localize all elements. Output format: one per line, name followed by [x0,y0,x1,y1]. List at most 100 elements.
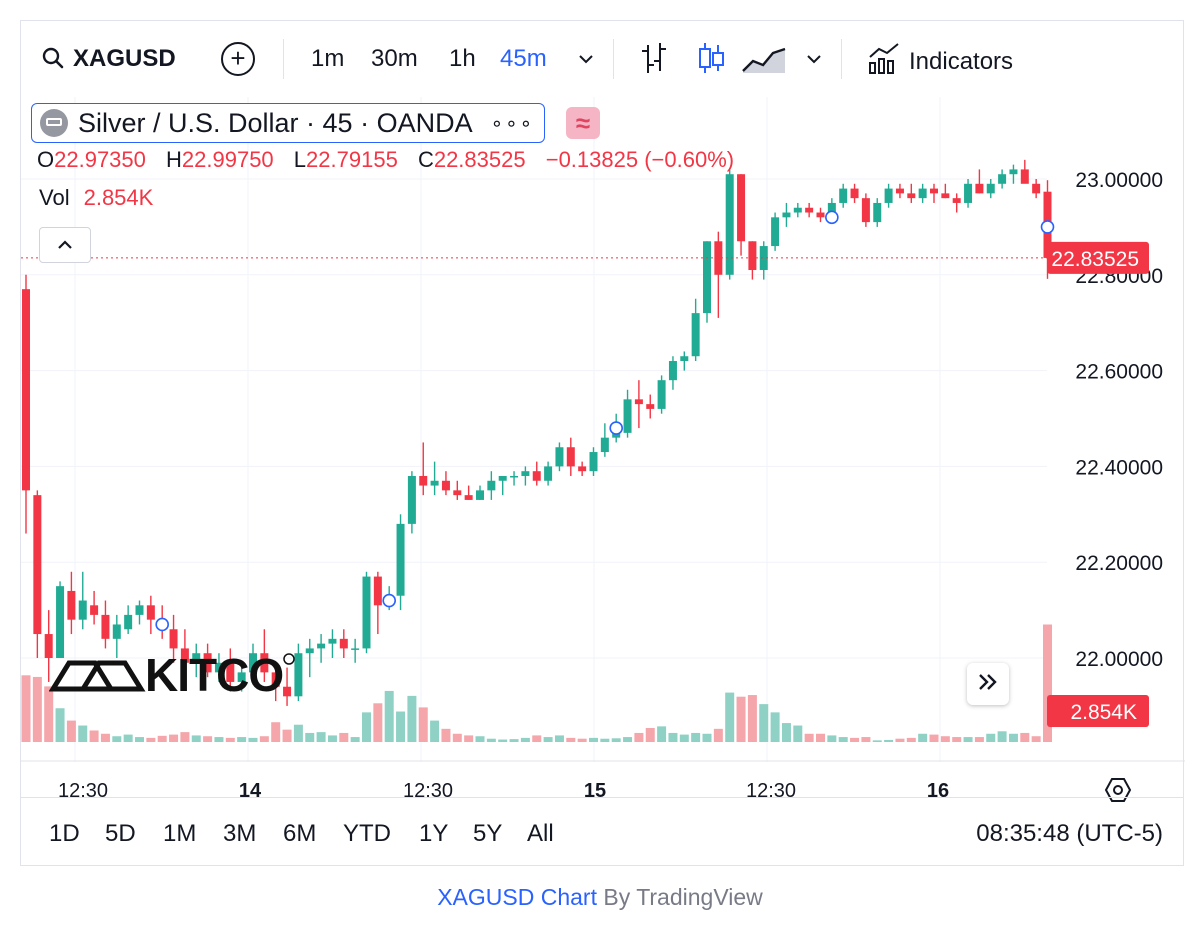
price-chart: 23.0000022.8000022.6000022.4000022.20000… [21,97,1185,802]
candle-body [317,643,326,649]
volume-bar [498,739,508,742]
volume-bar [350,737,360,742]
range-6m[interactable]: 6M [283,820,317,847]
event-marker [155,617,169,632]
interval-dropdown[interactable] [577,41,595,77]
credit-symbol-link[interactable]: XAGUSD Chart [437,884,597,910]
volume-bar [66,720,76,742]
chart-widget: XAGUSD + 1m 30m 1h 45m Indicators [20,20,1185,866]
indicators-button[interactable]: Indicators [867,41,1013,77]
volume-bar [952,737,962,742]
volume-bar [929,734,939,742]
toolbar-divider [841,39,842,79]
volume-bar [237,737,247,742]
range-5y[interactable]: 5Y [473,820,503,847]
collapse-legend-button[interactable] [39,227,91,263]
volume-bar [407,695,417,742]
volume-bar [736,696,746,742]
scroll-to-realtime-button[interactable] [967,663,1009,705]
candle-body [419,475,428,486]
interval-1h[interactable]: 1h [449,45,476,72]
volume-bar [611,738,621,742]
candle-chart-type-button[interactable] [696,41,726,77]
candle-body [782,212,791,218]
volume-bar [100,733,110,742]
plus-icon: + [230,43,246,73]
event-marker [609,421,624,435]
grid-lines [21,97,1047,762]
candle-body [396,523,405,596]
indicators-icon [869,43,899,74]
event-markers [155,210,1055,632]
symbol-search[interactable]: XAGUSD [41,41,176,77]
candle-body [294,653,303,697]
volume-bar [713,728,723,742]
candle-body [646,404,655,409]
candle-body [146,605,155,620]
chart-pane[interactable]: 23.00000 22.80000 22.60000 22.40000 22.20000… [21,97,1185,817]
volume-bar [532,735,542,742]
compare-add-button[interactable]: + [221,42,255,76]
volume-bar [793,725,803,742]
candle-body [952,198,961,203]
bar-chart-type-button[interactable] [639,41,669,77]
candle-body [90,605,99,615]
volume-bar [191,735,201,742]
volume-bar [906,737,916,742]
range-3m[interactable]: 3M [223,820,257,847]
candle-body [407,475,416,524]
time-tick-label: 12:30 [58,780,108,802]
volume-legend: Vol 2.854K [39,185,153,211]
interval-1m[interactable]: 1m [311,45,345,72]
last-volume-label: 2.854K [1070,701,1137,724]
volume-bar [770,712,780,742]
close-label: C [417,147,434,172]
range-1m[interactable]: 1M [163,820,197,847]
interval-45m[interactable]: 45m [500,45,547,72]
range-1d[interactable]: 1D [49,820,80,847]
event-marker [1040,220,1055,234]
timezone-clock[interactable]: 08:35:48 (UTC-5) [976,820,1163,847]
range-5d[interactable]: 5D [105,820,136,847]
interval-30m[interactable]: 30m [371,45,418,72]
candle-body [578,466,587,472]
open-value: 22.97350 [54,147,146,172]
volume-bar [963,737,973,742]
chart-type-dropdown[interactable] [805,41,823,77]
range-1y[interactable]: 1Y [419,820,449,847]
volume-bar [872,740,882,742]
candle-body [895,188,904,194]
volume-bar [293,724,303,742]
candle-body [600,437,609,453]
candle-body [771,217,780,247]
volume-bar [441,728,451,742]
time-tick-label: 16 [927,780,949,802]
area-chart-icon [742,47,786,73]
candle-body [703,241,711,314]
low-value: 22.79155 [306,147,398,172]
candle-body [941,193,950,199]
volume-bar [55,708,65,742]
candle-body [634,399,643,405]
settings-hexagon [1104,778,1132,802]
volume-bar [679,734,689,742]
symbol-legend[interactable]: Silver / U.S. Dollar · 45 · OANDA ∘∘∘ [31,103,546,143]
candle-body [169,629,178,649]
candle-body [521,471,530,476]
volume-bar [747,695,757,742]
price-tick-label: 22.40000 [1075,456,1163,479]
candle-body [839,188,848,203]
candle-body [1032,183,1041,194]
candle-body [33,495,42,635]
volume-bar [123,734,133,742]
area-chart-type-button[interactable] [741,41,787,77]
volume-bar [850,737,860,742]
range-all[interactable]: All [527,820,554,847]
settings-icon [1104,778,1132,802]
more-options-icon[interactable]: ∘∘∘ [490,112,535,135]
candle-body [986,183,995,194]
candle-body [271,672,280,687]
candle-body [668,361,677,381]
range-ytd[interactable]: YTD [343,820,391,847]
approx-icon[interactable]: ≈ [566,107,600,139]
